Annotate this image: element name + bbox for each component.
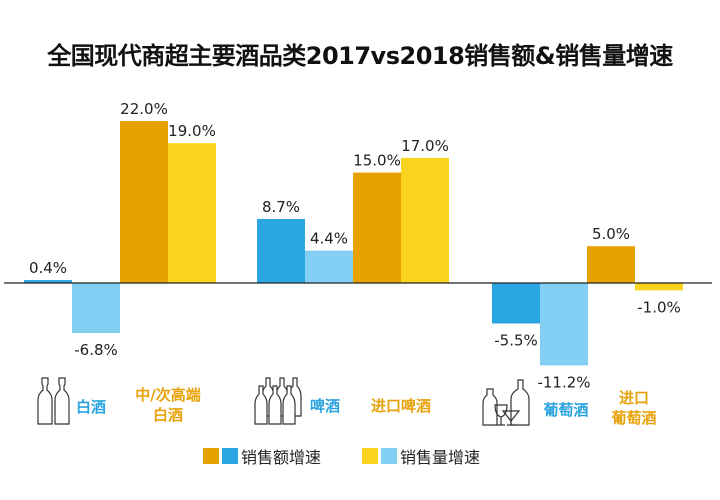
data-label: 17.0% — [401, 137, 449, 155]
legend-sales-amount: 销售额增速 — [203, 444, 321, 468]
category-label: 白酒 — [76, 398, 106, 416]
data-label: 22.0% — [120, 100, 168, 118]
bar-sales-volume — [540, 283, 588, 366]
data-label: 0.4% — [29, 259, 67, 277]
bar-sales-amount — [120, 121, 168, 283]
bar-chart: 0.4% -6.8% 22.0%19.0% 8.7% 4.4% 15.0%17.0% -5.… — [4, 100, 712, 427]
bar-sales-amount — [24, 280, 72, 283]
data-label: 19.0% — [168, 122, 216, 140]
wine-glass-bottles-icon — [482, 379, 530, 426]
bar-sales-volume — [401, 157, 449, 283]
legend-label: 销售量增速 — [400, 448, 481, 467]
data-label: 5.0% — [592, 225, 630, 243]
bar-sales-volume — [168, 143, 216, 283]
legend-swatch-yellow — [362, 448, 378, 464]
data-label: 4.4% — [310, 230, 348, 248]
category-label: 白酒 — [153, 406, 183, 424]
data-label: -11.2% — [537, 373, 590, 391]
data-label: -5.5% — [494, 331, 538, 349]
bar-sales-volume — [635, 283, 683, 291]
bar-sales-volume — [72, 283, 120, 334]
legend-swatch-orange — [203, 448, 219, 464]
legend-swatch-blue — [222, 448, 238, 464]
bar-sales-amount — [353, 172, 401, 283]
data-label: -1.0% — [637, 298, 681, 316]
category-label: 进口啤酒 — [371, 397, 431, 415]
chart-title: 全国现代商超主要酒品类2017vs2018销售额&销售量增速 — [47, 42, 673, 70]
data-label: -6.8% — [74, 341, 118, 359]
two-bottles-icon — [37, 377, 70, 425]
data-label: 8.7% — [262, 198, 300, 216]
category-label: 进口 — [619, 389, 649, 407]
legend-label: 销售额增速 — [241, 448, 322, 467]
category-label: 啤酒 — [310, 397, 340, 415]
beer-bottles-icon — [254, 377, 302, 425]
bar-sales-amount — [587, 246, 635, 283]
bar-sales-volume — [305, 250, 353, 283]
data-label: 15.0% — [353, 152, 401, 170]
category-label: 中/次高端 — [135, 386, 200, 404]
bar-sales-amount — [257, 218, 305, 283]
category-label: 葡萄酒 — [542, 401, 588, 419]
bar-sales-amount — [492, 283, 540, 324]
legend-swatch-lightblue — [381, 448, 397, 464]
legend-sales-volume: 销售量增速 — [362, 444, 480, 468]
category-label: 葡萄酒 — [610, 409, 656, 427]
